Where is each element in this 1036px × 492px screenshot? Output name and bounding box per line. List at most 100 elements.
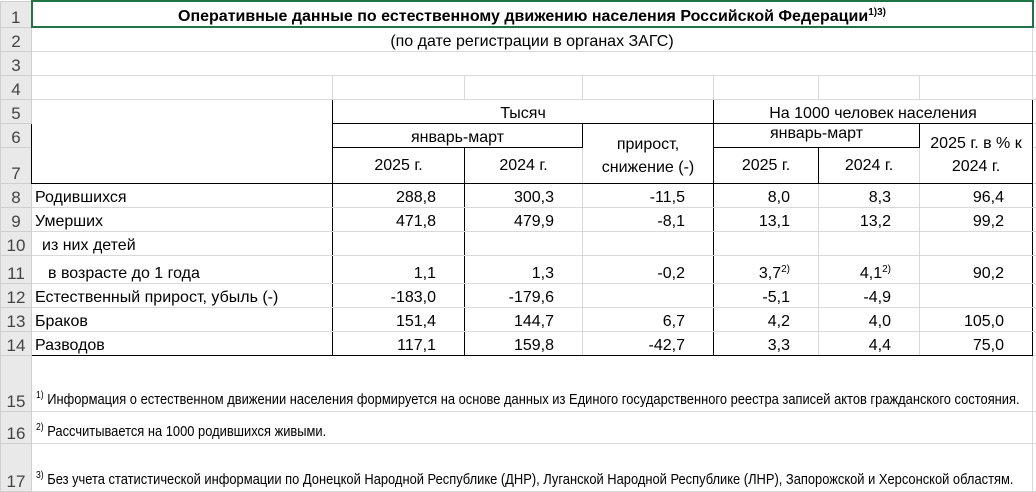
row-header[interactable]: 14 <box>1 331 32 355</box>
row-header[interactable]: 8 <box>1 183 32 207</box>
cell[interactable] <box>32 75 333 99</box>
value-cell[interactable]: 6,7 <box>583 307 714 331</box>
cell[interactable] <box>1033 331 1036 355</box>
row-header[interactable]: 16 <box>1 411 32 443</box>
cell[interactable] <box>1033 207 1036 231</box>
header-jan-mar-thousands[interactable]: январь-март <box>333 123 583 147</box>
value-cell[interactable]: 4,0 <box>819 307 920 331</box>
value-cell[interactable]: 300,3 <box>465 183 583 207</box>
cell[interactable] <box>333 75 465 99</box>
footnote[interactable]: 1) Информация о естественном движении на… <box>32 355 1033 411</box>
header-change[interactable]: прирост, снижение (-) <box>583 123 714 183</box>
cell[interactable] <box>583 75 714 99</box>
row-label[interactable]: Естественный прирост, убыль (-) <box>32 283 333 307</box>
cell[interactable] <box>1033 355 1036 411</box>
value-cell[interactable]: -11,5 <box>583 183 714 207</box>
row-header[interactable]: 3 <box>1 51 32 75</box>
value-cell[interactable]: -42,7 <box>583 331 714 355</box>
value-cell[interactable]: 75,0 <box>920 331 1033 355</box>
row-header[interactable]: 2 <box>1 27 32 51</box>
row-label[interactable]: в возрасте до 1 года <box>32 255 333 283</box>
row-header[interactable]: 12 <box>1 283 32 307</box>
row-header[interactable]: 5 <box>1 99 32 123</box>
header-jan-mar-per-1000[interactable]: январь-март <box>714 123 920 147</box>
cell[interactable] <box>1033 231 1036 255</box>
cell[interactable] <box>714 75 819 99</box>
value-cell[interactable]: 159,8 <box>465 331 583 355</box>
header-2024-per-1000[interactable]: 2024 г. <box>819 147 920 183</box>
value-cell[interactable] <box>714 231 819 255</box>
value-cell[interactable]: -183,0 <box>333 283 465 307</box>
cell[interactable] <box>1033 27 1036 51</box>
value-cell[interactable]: 4,4 <box>819 331 920 355</box>
cell[interactable] <box>1033 147 1036 183</box>
value-cell[interactable]: 1,3 <box>465 255 583 283</box>
value-cell[interactable]: 96,4 <box>920 183 1033 207</box>
value-cell[interactable]: 8,3 <box>819 183 920 207</box>
row-label[interactable]: Браков <box>32 307 333 331</box>
value-cell[interactable]: -179,6 <box>465 283 583 307</box>
cell[interactable] <box>1033 75 1036 99</box>
header-pct[interactable]: 2025 г. в % к 2024 г. <box>920 123 1033 183</box>
cell[interactable] <box>465 75 583 99</box>
value-cell[interactable]: 8,0 <box>714 183 819 207</box>
row-header[interactable]: 7 <box>1 147 32 183</box>
value-cell[interactable]: -8,1 <box>583 207 714 231</box>
cell[interactable] <box>1033 183 1036 207</box>
row-header[interactable]: 17 <box>1 443 32 491</box>
value-cell[interactable]: 4,12) <box>819 255 920 283</box>
row-header[interactable]: 1 <box>1 1 32 27</box>
cell[interactable] <box>1033 283 1036 307</box>
footnote[interactable]: 2) Рассчитывается на 1000 родившихся жив… <box>32 411 1033 443</box>
cell[interactable] <box>1033 123 1036 147</box>
value-cell[interactable] <box>465 231 583 255</box>
value-cell[interactable]: 479,9 <box>465 207 583 231</box>
cell[interactable] <box>32 51 1033 75</box>
value-cell[interactable]: 117,1 <box>333 331 465 355</box>
value-cell[interactable] <box>583 283 714 307</box>
row-header[interactable]: 4 <box>1 75 32 99</box>
row-header[interactable]: 13 <box>1 307 32 331</box>
value-cell[interactable] <box>583 231 714 255</box>
header-thousands[interactable]: Тысяч <box>333 99 714 123</box>
value-cell[interactable]: 99,2 <box>920 207 1033 231</box>
value-cell[interactable]: 90,2 <box>920 255 1033 283</box>
cell[interactable] <box>1033 99 1036 123</box>
row-label[interactable]: Умерших <box>32 207 333 231</box>
header-2025-thousands[interactable]: 2025 г. <box>333 147 465 183</box>
row-header[interactable]: 9 <box>1 207 32 231</box>
value-cell[interactable] <box>333 231 465 255</box>
value-cell[interactable]: -4,9 <box>819 283 920 307</box>
cell[interactable] <box>1033 255 1036 283</box>
value-cell[interactable]: 3,72) <box>714 255 819 283</box>
row-label[interactable]: из них детей <box>32 231 333 255</box>
footnote[interactable]: 3) Без учета статистической информации п… <box>32 443 1033 491</box>
value-cell[interactable]: 471,8 <box>333 207 465 231</box>
cell[interactable] <box>1033 307 1036 331</box>
cell[interactable] <box>819 75 920 99</box>
header-2024-thousands[interactable]: 2024 г. <box>465 147 583 183</box>
cell[interactable] <box>1033 443 1036 491</box>
title-cell[interactable]: Оперативные данные по естественному движ… <box>32 1 1033 27</box>
value-cell[interactable]: 13,1 <box>714 207 819 231</box>
value-cell[interactable]: 105,0 <box>920 307 1033 331</box>
row-label[interactable]: Разводов <box>32 331 333 355</box>
header-2025-per-1000[interactable]: 2025 г. <box>714 147 819 183</box>
value-cell[interactable]: 3,3 <box>714 331 819 355</box>
cell[interactable] <box>1033 411 1036 443</box>
value-cell[interactable]: 1,1 <box>333 255 465 283</box>
value-cell[interactable]: 288,8 <box>333 183 465 207</box>
header-corner-cell[interactable] <box>32 99 333 183</box>
subtitle[interactable]: (по дате регистрации в органах ЗАГС) <box>32 27 1033 51</box>
cell[interactable] <box>1033 51 1036 75</box>
value-cell[interactable]: 13,2 <box>819 207 920 231</box>
value-cell[interactable]: 144,7 <box>465 307 583 331</box>
row-header[interactable]: 15 <box>1 355 32 411</box>
value-cell[interactable] <box>920 231 1033 255</box>
value-cell[interactable]: -5,1 <box>714 283 819 307</box>
row-header[interactable]: 11 <box>1 255 32 283</box>
cell[interactable] <box>1033 1 1036 27</box>
value-cell[interactable]: 151,4 <box>333 307 465 331</box>
cell[interactable] <box>920 75 1033 99</box>
row-header[interactable]: 10 <box>1 231 32 255</box>
